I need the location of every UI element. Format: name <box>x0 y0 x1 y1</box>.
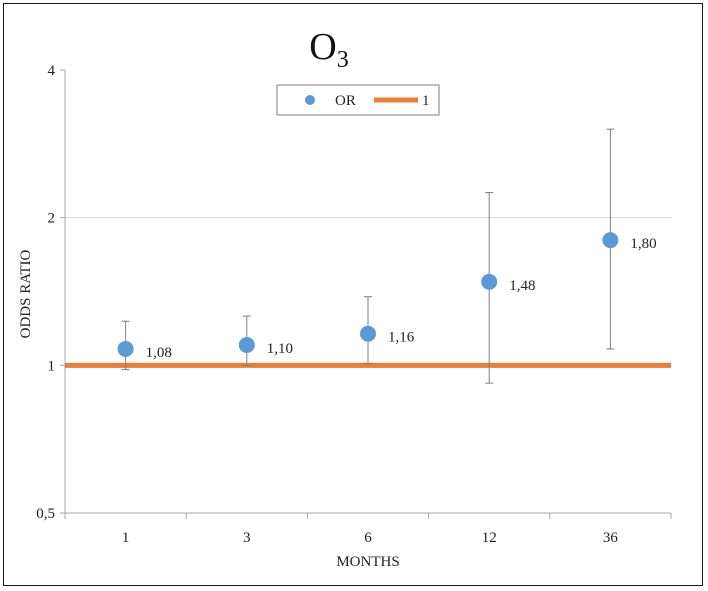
x-tick-label: 6 <box>364 530 372 546</box>
data-label: 1,48 <box>509 278 535 294</box>
data-point <box>360 325 376 342</box>
legend-reference-label: 1 <box>422 93 430 109</box>
chart-title: O3 <box>309 26 348 73</box>
chart-title-main: O <box>309 26 336 68</box>
data-label: 1,16 <box>388 330 415 346</box>
point-layer <box>117 232 619 357</box>
chart-frame: O3 1,08 1,10 1,16 1,48 1,80 0,5 1 2 4 1 3 6 12 36 MO… <box>3 3 703 586</box>
y-tick-label: 2 <box>48 211 56 227</box>
legend-or-label: OR <box>335 93 356 109</box>
data-point <box>238 337 255 354</box>
legend: OR 1 <box>276 84 440 116</box>
x-tick-label: 3 <box>243 530 251 546</box>
data-point <box>602 232 619 249</box>
x-axis-title: MONTHS <box>336 554 399 570</box>
y-axis-title: ODDS RATIO <box>18 249 34 338</box>
chart-title-subscript: 3 <box>337 47 349 73</box>
x-tick-label: 1 <box>122 530 130 546</box>
y-tick-label: 4 <box>48 63 56 79</box>
axis-layer <box>60 69 672 519</box>
x-tick-label: 12 <box>482 530 497 546</box>
data-label-layer: 1,08 1,10 1,16 1,48 1,80 <box>146 236 657 361</box>
data-point <box>117 340 134 357</box>
data-point <box>481 273 498 290</box>
y-tick-label: 0,5 <box>36 506 55 522</box>
data-label: 1,10 <box>267 341 293 357</box>
legend-or-marker <box>305 95 315 105</box>
error-bar-layer <box>121 128 615 384</box>
data-label: 1,08 <box>146 345 172 361</box>
y-tick-label: 1 <box>48 358 56 374</box>
data-label: 1,80 <box>630 236 656 252</box>
x-tick-label: 36 <box>603 530 619 546</box>
